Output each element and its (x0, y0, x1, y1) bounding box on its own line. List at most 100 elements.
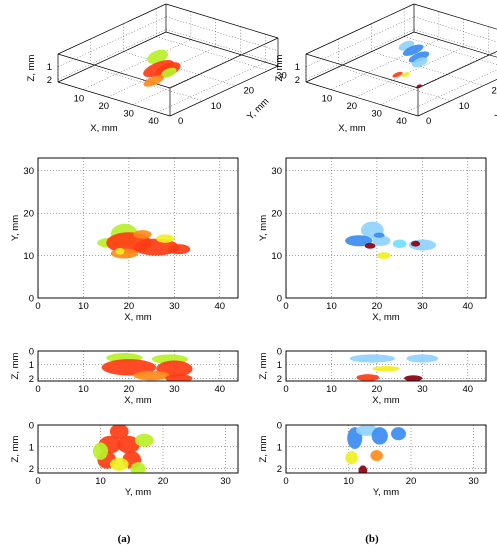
x-tick-label: 20 (372, 384, 383, 395)
data-blob (402, 44, 424, 56)
x-tick-label: 20 (372, 301, 383, 312)
data-blob (143, 75, 165, 87)
chart-a-3d: 10 20 30 40 0 10 20 30 1 2 X, mm Y, mm Z, mm (26, 3, 287, 134)
box-edge (305, 53, 419, 89)
chart-a-yz: 0 10 20 30 0 1 2 Y, mm Z, mm (10, 421, 239, 498)
x-axis-label: X, mm (90, 123, 118, 134)
y-axis-label: Z, mm (10, 435, 21, 462)
y-tick-label: 20 (243, 86, 254, 97)
y-axis-label: Z, mm (258, 352, 269, 379)
data-blob (345, 235, 373, 247)
data-points (143, 49, 181, 87)
y-tick-label: 1 (29, 442, 34, 453)
chart-b-3d: 10 20 30 40 0 10 20 30 1 2 X, mm Y, mm Z, mm (274, 3, 497, 134)
data-blob (372, 366, 400, 372)
data-blob (110, 248, 138, 259)
box-edge (305, 3, 415, 55)
x-tick-label: 10 (78, 384, 89, 395)
box-edge (417, 79, 497, 117)
x-gridline (405, 69, 497, 113)
x-gridline (157, 61, 266, 113)
x-tick-label: 40 (463, 301, 474, 312)
z-axis-label: Z, mm (274, 54, 285, 81)
data-blob (412, 57, 428, 68)
data-blob (401, 72, 410, 78)
data-blob (406, 354, 439, 363)
x-tick-label: 40 (463, 384, 474, 395)
data-blob (371, 427, 388, 445)
z-tick-label: 1 (47, 62, 52, 73)
y-tick-label: 0 (178, 116, 183, 127)
y-tick-label: 0 (277, 347, 282, 358)
x-gridline (132, 54, 241, 105)
data-blob (349, 354, 396, 363)
plot-border (285, 424, 487, 474)
box-edge (165, 31, 279, 67)
box-edge (169, 37, 279, 89)
x-tick-label: 20 (406, 476, 417, 487)
data-blob (133, 370, 170, 381)
y-tick-label: 10 (459, 101, 470, 112)
box-edge (169, 65, 279, 117)
z-gridline (165, 29, 279, 64)
x-axis-label: Y, mm (373, 487, 399, 498)
plot-frame (285, 157, 487, 299)
x-tick-label: 20 (124, 384, 135, 395)
chart-b-xz: 0 10 20 30 40 0 1 2 X, mm Z, mm (258, 347, 487, 406)
y-tick-label: 0 (29, 421, 34, 432)
y-tick-label: 20 (271, 209, 282, 220)
data-blob (391, 427, 406, 441)
x-tick-label: 10 (322, 94, 333, 105)
z-gridline (57, 29, 167, 80)
x-tick-label: 40 (215, 384, 226, 395)
y-axis-label: Z, mm (258, 435, 269, 462)
x-tick-label: 30 (220, 476, 231, 487)
y-gridline (371, 51, 484, 86)
x-tick-label: 20 (98, 101, 109, 112)
x-gridline (82, 39, 191, 90)
data-blob (133, 238, 179, 256)
data-blob (130, 462, 146, 473)
x-tick-label: 0 (35, 384, 40, 395)
z-gridline (413, 16, 497, 43)
data-blob (109, 457, 129, 471)
data-blob (156, 234, 175, 243)
z-axis-label: Z, mm (26, 54, 37, 81)
box-edge (165, 3, 279, 39)
z-gridline (305, 16, 415, 67)
y-tick-label: 2 (29, 464, 34, 475)
x-tick-label: 20 (158, 476, 169, 487)
box-edge (417, 51, 497, 89)
box-edge (413, 3, 497, 30)
data-points (345, 425, 406, 473)
y-tick-label: 10 (271, 251, 282, 262)
box-edge (305, 31, 415, 83)
x-tick-label: 10 (343, 476, 354, 487)
chart-b-yz: 0 10 20 30 0 1 2 Y, mm Z, mm (258, 421, 487, 498)
y-tick-label: 1 (277, 442, 282, 453)
z-tick-label: 2 (47, 75, 52, 86)
data-blob (370, 450, 383, 461)
y-tick-label: 0 (426, 116, 431, 127)
x-tick-label: 30 (417, 384, 428, 395)
box-edge (305, 81, 419, 117)
data-blob (167, 244, 191, 255)
y-tick-label: 0 (277, 421, 282, 432)
data-points (345, 221, 437, 259)
x-tick-label: 10 (95, 476, 106, 487)
data-points (349, 354, 439, 381)
y-axis-label: Z, mm (10, 352, 21, 379)
chart-a-xy: 0 10 20 30 40 0 10 20 30 X, mm Y, mm (10, 157, 239, 323)
x-tick-label: 0 (35, 301, 40, 312)
y-tick-label: 20 (491, 86, 497, 97)
x-tick-label: 30 (468, 476, 479, 487)
x-axis-label: X, mm (124, 395, 152, 406)
data-blob (147, 49, 169, 65)
y-tick-label: 30 (23, 166, 34, 177)
data-blob (133, 230, 152, 239)
plot-border (37, 157, 239, 299)
data-blob (345, 451, 358, 465)
x-tick-label: 40 (215, 301, 226, 312)
z-gridline (305, 29, 415, 80)
